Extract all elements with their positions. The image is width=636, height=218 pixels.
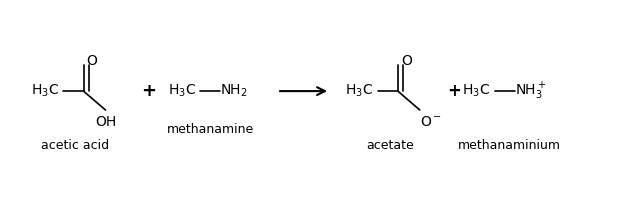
Text: +: + xyxy=(448,82,462,100)
Text: O$^-$: O$^-$ xyxy=(420,115,442,129)
Text: methanaminium: methanaminium xyxy=(458,139,561,152)
Text: OH: OH xyxy=(95,115,116,129)
Text: methanamine: methanamine xyxy=(167,123,254,136)
Text: acetate: acetate xyxy=(366,139,413,152)
Text: NH$_2$: NH$_2$ xyxy=(220,83,248,99)
Text: O: O xyxy=(86,54,97,68)
Text: H$_3$C: H$_3$C xyxy=(169,83,197,99)
Text: +: + xyxy=(141,82,156,100)
Text: acetic acid: acetic acid xyxy=(41,139,109,152)
Text: H$_3$C: H$_3$C xyxy=(345,83,373,99)
Text: H$_3$C: H$_3$C xyxy=(462,83,490,99)
Text: O: O xyxy=(401,54,411,68)
Text: H$_3$C: H$_3$C xyxy=(31,83,59,99)
Text: NH$_3^+$: NH$_3^+$ xyxy=(515,80,546,102)
